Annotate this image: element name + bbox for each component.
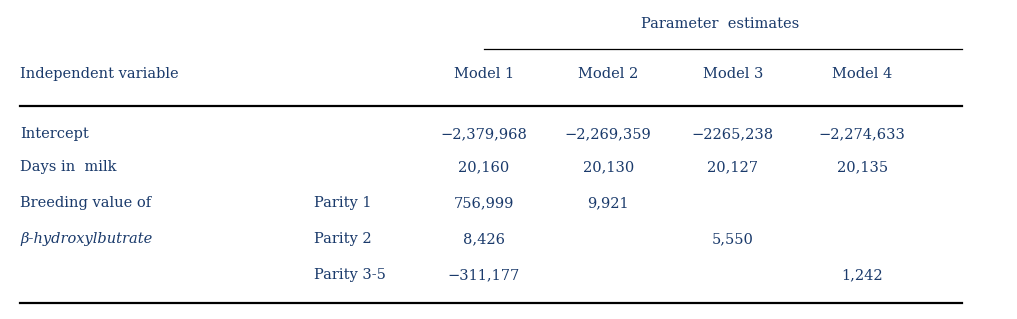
Text: Model 2: Model 2 [578, 67, 639, 80]
Text: −311,177: −311,177 [447, 268, 520, 282]
Text: −2,274,633: −2,274,633 [819, 128, 906, 142]
Text: −2,269,359: −2,269,359 [564, 128, 652, 142]
Text: 756,999: 756,999 [454, 196, 514, 210]
Text: Parity 2: Parity 2 [314, 232, 372, 246]
Text: β-hydroxylbutrate: β-hydroxylbutrate [20, 232, 153, 246]
Text: Days in  milk: Days in milk [20, 160, 117, 174]
Text: Parity 1: Parity 1 [314, 196, 371, 210]
Text: Parity 3-5: Parity 3-5 [314, 268, 386, 282]
Text: 9,921: 9,921 [588, 196, 629, 210]
Text: −2265,238: −2265,238 [692, 128, 774, 142]
Text: Model 3: Model 3 [703, 67, 763, 80]
Text: Model 1: Model 1 [454, 67, 514, 80]
Text: 20,160: 20,160 [458, 160, 510, 174]
Text: Model 4: Model 4 [832, 67, 893, 80]
Text: Parameter  estimates: Parameter estimates [641, 17, 799, 31]
Text: Intercept: Intercept [20, 128, 88, 142]
Text: 20,127: 20,127 [707, 160, 759, 174]
Text: 8,426: 8,426 [463, 232, 504, 246]
Text: 20,130: 20,130 [583, 160, 634, 174]
Text: 1,242: 1,242 [841, 268, 883, 282]
Text: −2,379,968: −2,379,968 [440, 128, 527, 142]
Text: Independent variable: Independent variable [20, 67, 179, 80]
Text: 5,550: 5,550 [712, 232, 754, 246]
Text: 20,135: 20,135 [837, 160, 888, 174]
Text: Breeding value of: Breeding value of [20, 196, 152, 210]
